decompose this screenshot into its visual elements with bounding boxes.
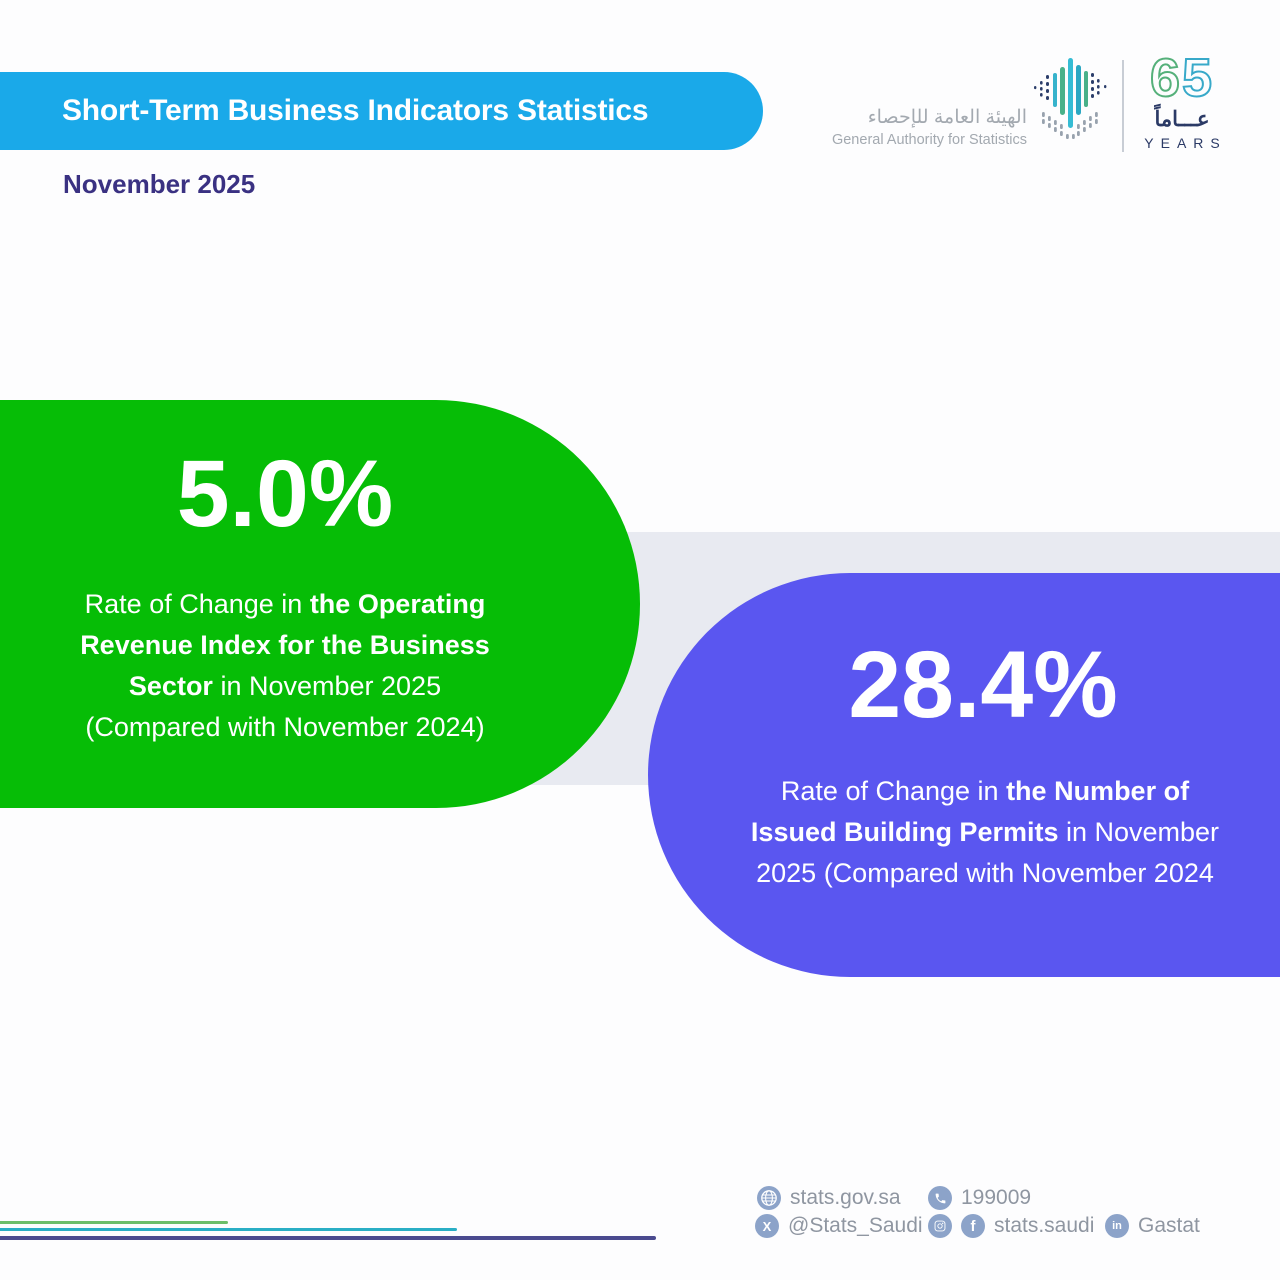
phone-icon <box>928 1186 952 1210</box>
footer-social-handle: f stats.saudi <box>928 1214 1094 1238</box>
anniversary-arabic-label: عـــاماً <box>1154 108 1210 131</box>
stripe-green <box>0 1221 228 1224</box>
logo-divider <box>1122 60 1124 152</box>
gastat-wordmark: الهيئة العامة للإحصاء General Authority … <box>820 106 1027 148</box>
building-permits-value: 28.4% <box>848 632 1118 738</box>
footer-phone: 199009 <box>928 1186 1031 1210</box>
stripe-teal <box>0 1228 457 1231</box>
linkedin-label: Gastat <box>1138 1214 1200 1237</box>
stripe-purple <box>0 1236 656 1240</box>
x-icon: X <box>755 1214 779 1238</box>
linkedin-icon: in <box>1105 1214 1129 1238</box>
facebook-icon: f <box>961 1214 985 1238</box>
gastat-arabic-name: الهيئة العامة للإحصاء <box>867 107 1027 128</box>
website-label: stats.gov.sa <box>790 1186 901 1209</box>
text-line: Sector in November 2025 <box>128 671 442 701</box>
anniversary-number: 65 <box>1149 48 1215 108</box>
text-line: Issued Building Permits in November <box>750 817 1220 847</box>
text-line: 2025 (Compared with November 2024 <box>756 858 1214 888</box>
page-title: Short-Term Business Indicators Statistic… <box>62 94 649 127</box>
anniversary-65-years-logo: 65 عـــاماً YEARS <box>1134 48 1230 151</box>
gastat-logo-icon <box>1034 58 1107 139</box>
text-line: Revenue Index for the Business <box>80 630 490 660</box>
anniversary-years-label: YEARS <box>1144 135 1227 151</box>
footer-x-handle: X @Stats_Saudi <box>755 1214 923 1238</box>
phone-label: 199009 <box>961 1186 1032 1209</box>
gastat-english-name: General Authority for Statistics <box>831 132 1027 148</box>
footer-website: stats.gov.sa <box>757 1186 901 1210</box>
card-operating-revenue <box>0 400 640 808</box>
text-line: Rate of Change in the Operating <box>84 589 486 619</box>
operating-revenue-description: Rate of Change in the Operating Revenue I… <box>55 584 515 748</box>
operating-revenue-value: 5.0% <box>176 441 394 547</box>
instagram-icon <box>928 1214 952 1238</box>
text-line: Rate of Change in the Number of <box>780 776 1190 806</box>
period-label: November 2025 <box>63 169 256 199</box>
card-building-permits <box>648 573 1280 977</box>
x-handle-label: @Stats_Saudi <box>788 1214 923 1237</box>
building-permits-description: Rate of Change in the Number of Issued Bu… <box>730 771 1240 894</box>
globe-icon <box>757 1186 781 1210</box>
social-handle-label: stats.saudi <box>994 1214 1095 1237</box>
title-banner: Short-Term Business Indicators Statistic… <box>0 72 763 150</box>
text-line: (Compared with November 2024) <box>85 712 485 742</box>
footer-linkedin: in Gastat <box>1105 1214 1200 1238</box>
